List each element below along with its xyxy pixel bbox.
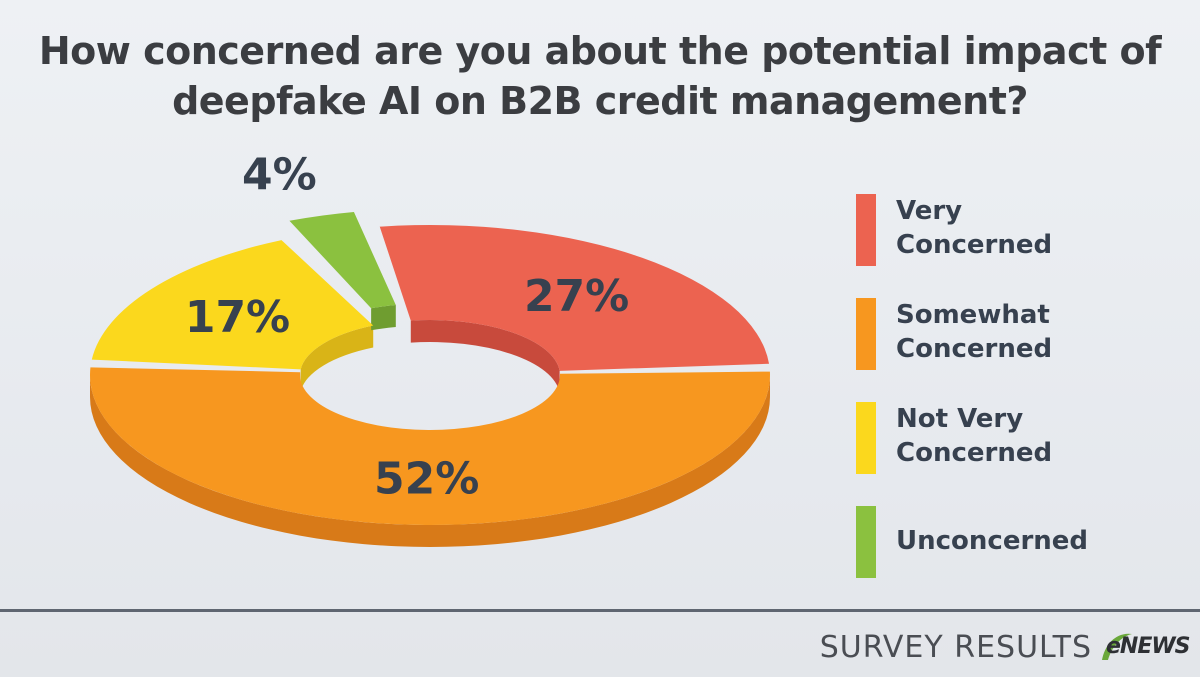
donut-chart: 27% 52% 17% 4% [89, 149, 770, 547]
legend-label-somewhat-concerned: Somewhat Concerned [896, 298, 1166, 366]
legend-swatch-very-concerned [856, 194, 876, 266]
data-label-somewhat-concerned: 52% [374, 453, 479, 504]
legend-label-line: Unconcerned [896, 526, 1089, 556]
legend-item-very-concerned: Very Concerned [856, 188, 1176, 266]
legend-label-unconcerned: Unconcerned [896, 524, 1166, 558]
data-label-not-very-concerned: 17% [185, 292, 290, 343]
legend-label-line: Somewhat [896, 300, 1050, 330]
legend-label-line: Concerned [896, 438, 1053, 468]
legend-label-not-very-concerned: Not Very Concerned [896, 402, 1166, 470]
logo-swoosh-icon [1102, 633, 1132, 660]
enews-logo: eNEWS [1098, 626, 1190, 666]
legend-label-line: Not Very [896, 404, 1024, 434]
slice-somewhat-concerned [89, 367, 770, 526]
legend-label-line: Concerned [896, 334, 1053, 364]
legend-swatch-unconcerned [856, 506, 876, 578]
legend-item-unconcerned: Unconcerned [856, 500, 1176, 578]
legend-item-not-very-concerned: Not Very Concerned [856, 396, 1176, 474]
legend-label-line: Concerned [896, 230, 1053, 260]
data-label-unconcerned: 4% [242, 149, 317, 200]
data-label-very-concerned: 27% [524, 271, 629, 322]
slice-very-concerned [379, 224, 770, 371]
chart-title: How concerned are you about the potentia… [0, 26, 1200, 126]
slice-unconcerned [289, 211, 396, 309]
chart-title-line-1: How concerned are you about the potentia… [38, 29, 1162, 73]
legend-label-line: Very [896, 196, 963, 226]
slice-inner-wall-not-very-concerned [300, 325, 374, 392]
slice-inner-wall-unconcerned [371, 305, 396, 331]
legend-swatch-not-very-concerned [856, 402, 876, 474]
slice-not-very-concerned [91, 240, 374, 370]
slice-inner-wall-very-concerned [410, 320, 560, 393]
legend-item-somewhat-concerned: Somewhat Concerned [856, 292, 1176, 370]
chart-title-line-2: deepfake AI on B2B credit management? [172, 79, 1028, 123]
legend-label-very-concerned: Very Concerned [896, 194, 1166, 262]
logo-wordmark: eNEWS [1106, 634, 1190, 659]
legend-swatch-somewhat-concerned [856, 298, 876, 370]
footer-divider [0, 609, 1200, 612]
footer-survey-results: SURVEY RESULTS [819, 630, 1092, 665]
